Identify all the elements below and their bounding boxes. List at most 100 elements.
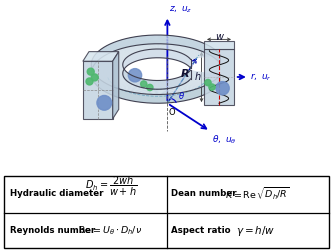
Polygon shape [101,73,128,81]
Polygon shape [125,38,141,51]
Polygon shape [93,58,124,62]
Text: $\gamma = h/w$: $\gamma = h/w$ [236,224,276,237]
Polygon shape [132,37,145,50]
Polygon shape [96,53,126,59]
Polygon shape [92,60,123,62]
Polygon shape [105,74,131,84]
Polygon shape [176,78,193,90]
Polygon shape [172,38,186,51]
Polygon shape [94,70,125,74]
Polygon shape [92,59,124,62]
Polygon shape [152,35,156,49]
Text: Dean number: Dean number [171,190,237,198]
Polygon shape [169,36,180,50]
Polygon shape [93,58,124,62]
Polygon shape [141,80,150,94]
Polygon shape [102,73,129,81]
Polygon shape [106,75,131,84]
Circle shape [97,96,112,110]
Circle shape [147,84,153,91]
Polygon shape [144,36,151,49]
Polygon shape [179,77,198,88]
Polygon shape [190,52,219,59]
Polygon shape [107,45,132,54]
Polygon shape [91,35,220,103]
Polygon shape [186,74,213,82]
Polygon shape [147,35,153,49]
Polygon shape [168,36,178,50]
Polygon shape [156,80,158,94]
Polygon shape [140,80,149,94]
Polygon shape [204,49,234,105]
Polygon shape [111,43,134,54]
Polygon shape [165,80,173,94]
Polygon shape [188,50,217,58]
Polygon shape [92,68,124,70]
Polygon shape [92,62,123,64]
Polygon shape [119,78,138,89]
Polygon shape [93,68,124,72]
Polygon shape [151,35,155,49]
Polygon shape [189,52,218,58]
Circle shape [216,82,229,95]
Polygon shape [93,68,124,72]
Polygon shape [91,63,123,64]
Polygon shape [132,79,145,92]
Polygon shape [95,54,125,60]
Polygon shape [204,41,234,49]
Polygon shape [134,80,146,93]
Polygon shape [97,52,126,59]
Polygon shape [179,41,198,52]
Polygon shape [142,36,150,50]
Polygon shape [163,80,169,94]
Polygon shape [121,40,139,52]
Polygon shape [108,75,132,85]
Polygon shape [183,45,208,54]
Polygon shape [103,47,130,56]
Polygon shape [92,61,123,63]
Polygon shape [166,36,175,50]
Polygon shape [119,40,138,52]
Polygon shape [99,50,127,58]
Polygon shape [181,76,202,87]
Polygon shape [96,54,125,59]
Polygon shape [115,77,136,88]
Polygon shape [187,49,215,57]
Polygon shape [109,44,133,54]
Text: O: O [169,108,175,116]
Text: h: h [195,72,201,82]
Polygon shape [109,44,132,54]
Polygon shape [120,40,138,52]
Polygon shape [189,71,218,78]
Polygon shape [93,57,124,61]
Polygon shape [183,76,207,85]
Polygon shape [190,71,219,76]
Polygon shape [91,65,123,66]
Polygon shape [171,79,185,92]
Polygon shape [165,36,172,49]
Text: $r,\ u_r$: $r,\ u_r$ [250,71,271,83]
Polygon shape [185,74,211,83]
Polygon shape [103,74,129,82]
Polygon shape [186,74,211,83]
Polygon shape [92,67,123,70]
Polygon shape [168,80,179,93]
Polygon shape [94,56,125,60]
Polygon shape [100,50,128,57]
Polygon shape [187,48,214,56]
Polygon shape [190,70,220,76]
Polygon shape [103,48,129,56]
Polygon shape [146,36,152,49]
Polygon shape [179,77,199,88]
Polygon shape [120,78,138,90]
Polygon shape [99,50,127,57]
Polygon shape [178,40,196,52]
Polygon shape [171,37,185,50]
Polygon shape [153,35,156,49]
Polygon shape [187,73,214,81]
Polygon shape [101,49,128,57]
Polygon shape [163,80,168,94]
Polygon shape [127,38,142,51]
Polygon shape [180,42,201,53]
Polygon shape [161,80,165,94]
